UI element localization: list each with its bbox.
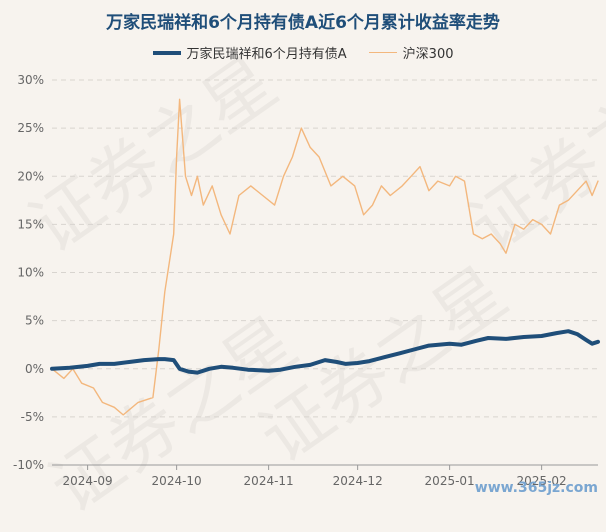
y-tick-label: 20% <box>17 169 44 183</box>
x-tick-label: 2025-02 <box>517 474 567 488</box>
y-tick-label: 5% <box>25 314 44 328</box>
y-tick-label: 15% <box>17 217 44 231</box>
series-line-index <box>51 98 599 416</box>
legend-label-index: 沪深300 <box>402 47 454 62</box>
legend-label-fund: 万家民瑞祥和6个月持有债A <box>186 47 347 62</box>
legend-item-fund[interactable]: 万家民瑞祥和6个月持有债A <box>152 43 347 62</box>
x-tick-label: 2024-10 <box>152 474 202 488</box>
y-tick-label: -5% <box>21 410 44 424</box>
x-tick-label: 2025-01 <box>425 474 475 488</box>
chart-title: 万家民瑞祥和6个月持有债A近6个月累计收益率走势 <box>106 13 500 33</box>
x-tick-label: 2024-11 <box>244 474 294 488</box>
x-tick-label: 2024-12 <box>333 474 383 488</box>
line-chart: 30% 25% 20% 15% 10% 5% 0% -5% -10% 2024-09 2024-10… <box>13 73 600 488</box>
legend-swatch-index <box>368 52 397 53</box>
footer-watermark: www.365jz.com <box>474 480 598 496</box>
y-tick-label: 10% <box>17 266 44 280</box>
y-tick-label: 25% <box>17 121 44 135</box>
y-tick-label: -10% <box>13 458 44 472</box>
series-line-fund <box>50 329 600 375</box>
legend: 万家民瑞祥和6个月持有债A 沪深300 <box>0 43 606 62</box>
y-tick-label: 30% <box>17 73 44 87</box>
y-tick-label: 0% <box>25 362 44 376</box>
x-tick-label: 2024-09 <box>63 474 113 488</box>
legend-item-index[interactable]: 沪深300 <box>368 43 454 62</box>
legend-swatch-fund <box>152 50 181 55</box>
